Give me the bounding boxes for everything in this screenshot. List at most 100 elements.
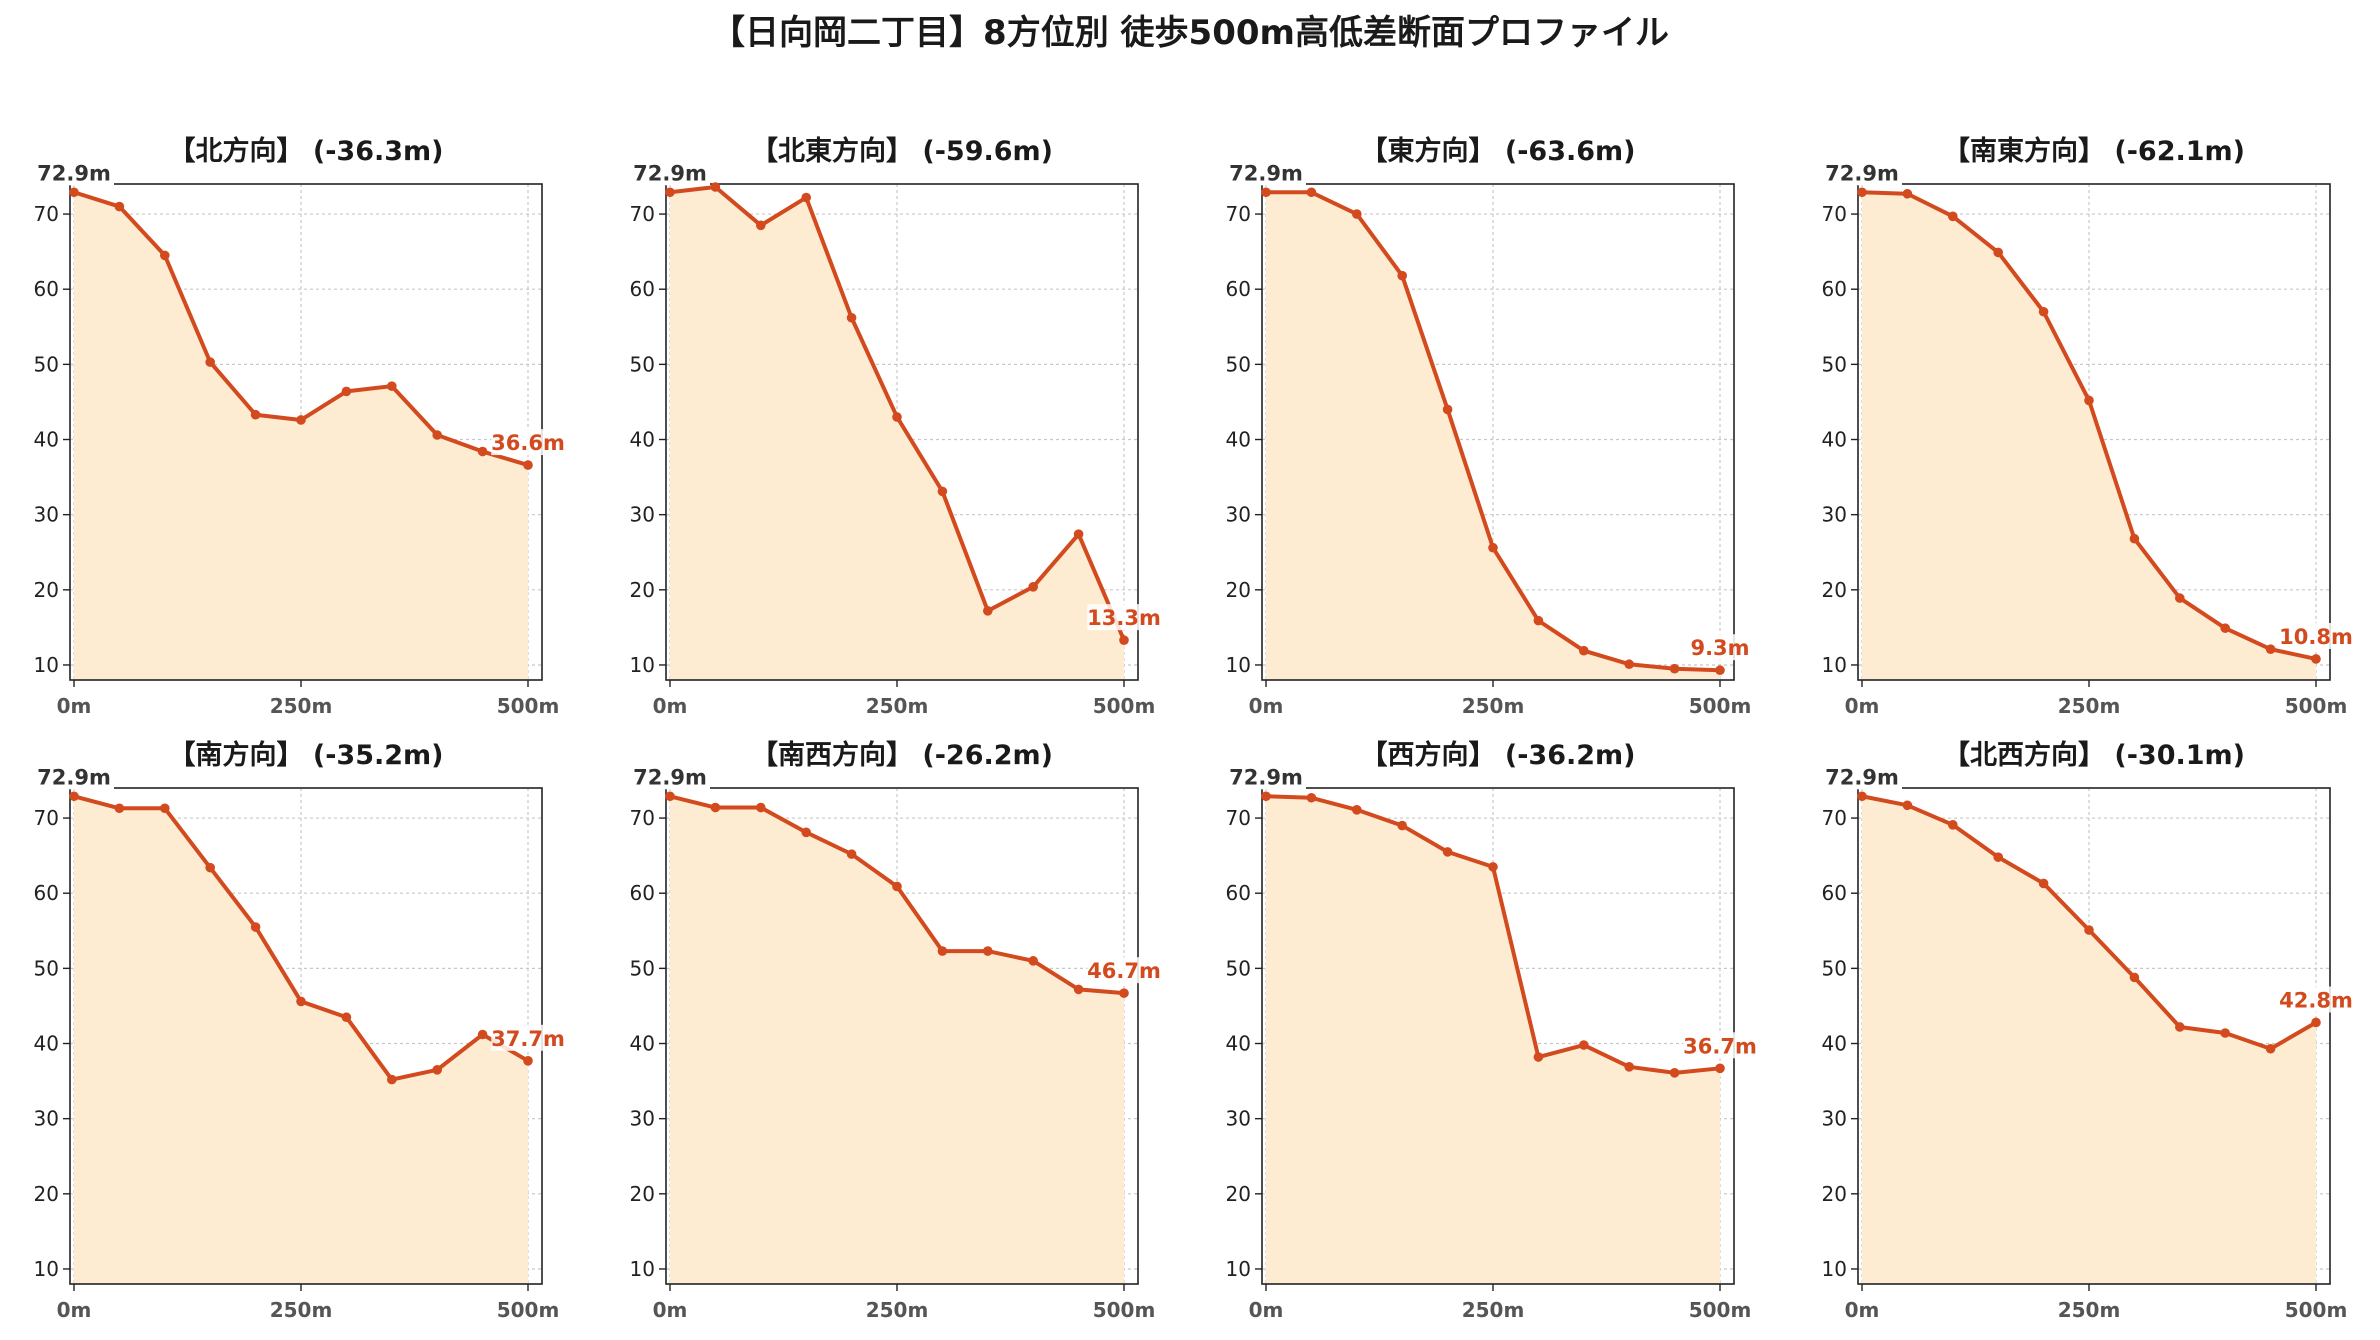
axes-frame: [665, 183, 1139, 681]
x-tick-label: 250m: [2058, 1298, 2121, 1322]
profile-panel: 【北東方向】 (-59.6m) 10 20 30 40 50 60 70 0m 250m 500m 7…: [630, 135, 1161, 718]
data-point: [69, 791, 79, 802]
start-label-bg: [630, 159, 710, 186]
y-tick-label: 30: [1226, 503, 1251, 527]
x-tick-label: 0m: [57, 694, 92, 718]
data-point: [2175, 593, 2185, 603]
data-point: [1533, 615, 1544, 626]
data-point: [1857, 187, 1867, 198]
end-elevation-label: 42.8m: [2279, 988, 2353, 1012]
data-point: [665, 187, 675, 198]
end-label-bg: [1087, 604, 1161, 631]
x-tick-label: 0m: [1845, 1298, 1880, 1322]
y-tick-label: 10: [34, 1257, 59, 1281]
data-point: [1306, 792, 1317, 803]
data-point: [1442, 847, 1453, 857]
data-point: [756, 802, 766, 813]
data-point: [665, 791, 675, 802]
y-tick-label: 30: [34, 1107, 59, 1131]
data-point: [2038, 306, 2049, 317]
panel-title: 【西方向】 (-36.2m): [1360, 739, 1635, 771]
y-tick-label: 10: [630, 1257, 655, 1281]
elevation-area: [670, 187, 1124, 681]
data-point: [1442, 404, 1453, 415]
y-tick-label: 50: [630, 956, 655, 980]
x-tick-label: 250m: [1462, 694, 1525, 718]
data-point: [1669, 1068, 1680, 1078]
data-point: [1488, 862, 1498, 872]
y-tick-label: 50: [1822, 956, 1847, 980]
y-tick-label: 70: [630, 202, 655, 226]
y-tick-label: 40: [34, 428, 59, 452]
data-point: [2175, 1022, 2185, 1032]
data-point: [160, 803, 170, 814]
panel-title: 【北東方向】 (-59.6m): [751, 135, 1053, 167]
x-tick-label: 250m: [270, 694, 333, 718]
data-point: [250, 409, 261, 420]
data-point: [523, 460, 533, 470]
data-point: [1119, 988, 1129, 998]
panel-title: 【南方向】 (-35.2m): [168, 739, 443, 771]
start-elevation-label: 72.9m: [1229, 161, 1303, 185]
data-point: [1579, 1040, 1589, 1050]
profile-panel: 【東方向】 (-63.6m) 10 20 30 40 50 60 70 0m 250m 500m 72…: [1226, 135, 1752, 718]
data-point: [801, 192, 811, 203]
y-tick-label: 40: [34, 1032, 59, 1056]
axes-frame: [1857, 183, 2331, 681]
elevation-area: [74, 796, 528, 1284]
data-point: [1028, 582, 1038, 592]
end-elevation-label: 36.7m: [1683, 1034, 1757, 1058]
end-elevation-label: 46.7m: [1087, 959, 1161, 983]
data-point: [710, 182, 721, 192]
data-point: [1715, 665, 1725, 676]
y-tick-label: 60: [630, 277, 655, 301]
start-elevation-label: 72.9m: [1825, 161, 1899, 185]
x-tick-label: 250m: [866, 1298, 929, 1322]
data-point: [846, 312, 857, 323]
y-tick-label: 60: [630, 881, 655, 905]
y-tick-label: 10: [630, 653, 655, 677]
axes-frame: [1261, 183, 1735, 681]
panel-title: 【北方向】 (-36.3m): [168, 135, 443, 167]
end-label-bg: [2279, 986, 2353, 1013]
elevation-area: [670, 796, 1124, 1284]
y-tick-label: 30: [1822, 503, 1847, 527]
end-elevation-label: 9.3m: [1690, 636, 1749, 660]
y-tick-label: 30: [34, 503, 59, 527]
data-point: [2220, 623, 2230, 633]
axes-frame: [665, 787, 1139, 1285]
y-tick-label: 30: [630, 1107, 655, 1131]
start-elevation-label: 72.9m: [1229, 765, 1303, 789]
data-point: [114, 803, 125, 814]
data-point: [801, 827, 811, 838]
y-tick-label: 70: [630, 806, 655, 830]
data-point: [937, 486, 948, 497]
elevation-area: [1266, 192, 1720, 680]
y-tick-label: 70: [1226, 202, 1251, 226]
x-tick-label: 250m: [2058, 694, 2121, 718]
y-tick-label: 50: [34, 352, 59, 376]
x-tick-label: 500m: [497, 1298, 560, 1322]
panel-title: 【東方向】 (-63.6m): [1360, 135, 1635, 167]
data-point: [1073, 529, 1084, 540]
data-point: [296, 415, 306, 425]
x-tick-label: 0m: [653, 694, 688, 718]
data-point: [387, 1074, 397, 1085]
data-point: [250, 922, 261, 932]
elevation-area: [74, 192, 528, 680]
y-tick-label: 20: [34, 578, 59, 602]
y-tick-label: 20: [1226, 1182, 1251, 1206]
y-tick-label: 10: [1226, 1257, 1251, 1281]
data-point: [205, 862, 215, 873]
data-point: [114, 201, 125, 212]
data-point: [1119, 635, 1129, 645]
data-point: [710, 802, 721, 813]
end-label-bg: [1087, 957, 1161, 984]
x-tick-label: 0m: [653, 1298, 688, 1322]
y-tick-label: 50: [1226, 956, 1251, 980]
data-point: [1533, 1052, 1544, 1062]
y-tick-label: 70: [1822, 202, 1847, 226]
y-tick-label: 20: [1226, 578, 1251, 602]
y-tick-label: 10: [1226, 653, 1251, 677]
